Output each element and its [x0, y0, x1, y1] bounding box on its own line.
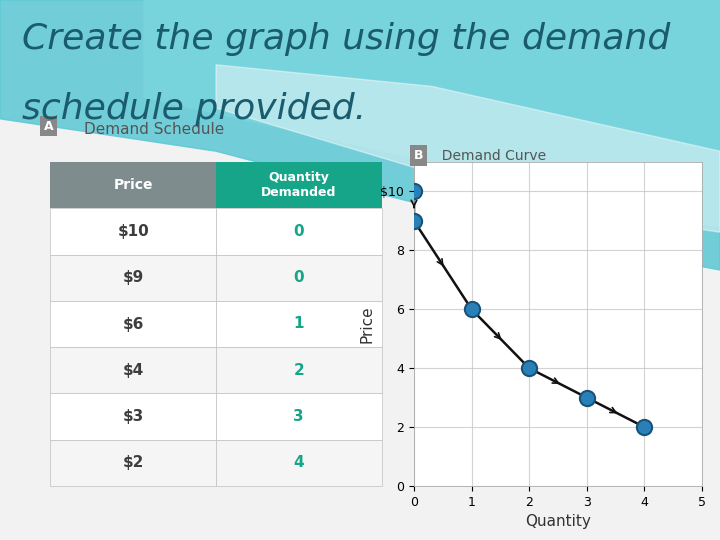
Text: 3: 3: [294, 409, 304, 424]
Point: [639, 423, 650, 431]
Text: $2: $2: [122, 455, 144, 470]
Bar: [50, 254, 216, 301]
X-axis label: Quantity: Quantity: [525, 514, 591, 529]
Text: Price: Price: [114, 178, 153, 192]
Polygon shape: [216, 65, 720, 232]
Point: [408, 217, 420, 225]
Point: [466, 305, 477, 314]
Bar: [50, 301, 216, 347]
Bar: [50, 162, 216, 208]
Bar: [50, 208, 216, 254]
Text: 2: 2: [294, 363, 304, 378]
Bar: [216, 394, 382, 440]
Text: 1: 1: [294, 316, 304, 332]
Bar: [216, 440, 382, 486]
Point: [523, 364, 535, 373]
Text: 0: 0: [294, 270, 304, 285]
Polygon shape: [0, 0, 720, 270]
Text: $3: $3: [122, 409, 144, 424]
Text: Demand Schedule: Demand Schedule: [84, 122, 224, 137]
Text: Create the graph using the demand: Create the graph using the demand: [22, 22, 670, 56]
Polygon shape: [144, 0, 720, 227]
Bar: [216, 301, 382, 347]
Bar: [216, 347, 382, 394]
Bar: [50, 347, 216, 394]
Text: 0: 0: [294, 224, 304, 239]
Text: $6: $6: [122, 316, 144, 332]
Text: B: B: [414, 149, 423, 162]
Bar: [50, 394, 216, 440]
Text: A: A: [44, 119, 53, 133]
Text: $9: $9: [122, 270, 144, 285]
Point: [581, 393, 593, 402]
Y-axis label: Price: Price: [360, 305, 375, 343]
Text: 4: 4: [294, 455, 304, 470]
Bar: [216, 254, 382, 301]
Bar: [216, 162, 382, 208]
Text: $4: $4: [122, 363, 144, 378]
Bar: [50, 440, 216, 486]
Point: [408, 187, 420, 196]
Bar: [216, 208, 382, 254]
Text: Quantity
Demanded: Quantity Demanded: [261, 171, 336, 199]
Text: $10: $10: [117, 224, 149, 239]
Text: schedule provided.: schedule provided.: [22, 92, 366, 126]
Text: Demand Curve: Demand Curve: [433, 148, 546, 163]
